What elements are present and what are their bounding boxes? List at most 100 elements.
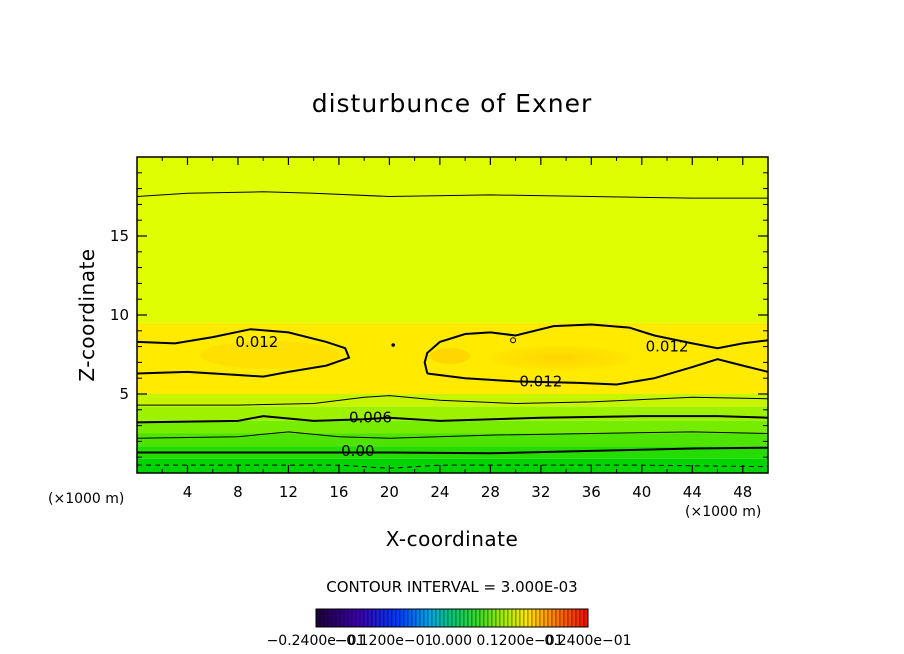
- colorbar-cell: [363, 608, 369, 628]
- contour-label: 0.00: [341, 442, 374, 460]
- x-tick-label: 36: [582, 483, 601, 501]
- colorbar-cell: [331, 608, 337, 628]
- colorbar-cell: [411, 608, 417, 628]
- contour-interval-text: CONTOUR INTERVAL = 3.000E-03: [326, 578, 577, 596]
- colorbar-cell: [431, 608, 437, 628]
- colorbar-cell: [455, 608, 461, 628]
- colorbar-cell: [403, 608, 409, 628]
- colorbar-cell: [419, 608, 425, 628]
- contour-label: 0.012: [235, 333, 278, 351]
- colorbar-cell: [571, 608, 577, 628]
- colorbar-cell: [315, 608, 321, 628]
- contour-line: [137, 191, 768, 199]
- colorbar-cell: [447, 608, 453, 628]
- x-tick-label: 8: [233, 483, 243, 501]
- colorbar: [315, 608, 589, 628]
- colorbar-cell: [339, 608, 345, 628]
- contour-label: 0.012: [519, 372, 562, 390]
- colorbar-cell: [423, 608, 429, 628]
- colorbar-cell: [579, 608, 585, 628]
- chart-title: disturbunce of Exner: [312, 89, 593, 118]
- colorbar-cell: [391, 608, 397, 628]
- x-axis-label: X-coordinate: [386, 527, 519, 551]
- colorbar-label: −0.2400e−01: [267, 633, 366, 649]
- colorbar-cell: [507, 608, 513, 628]
- colorbar-cell: [319, 608, 325, 628]
- x-tick-label: 48: [733, 483, 752, 501]
- fill-band: [137, 458, 768, 473]
- colorbar-cell: [519, 608, 525, 628]
- fill-bands: [137, 157, 768, 473]
- colorbar-label: 0.2400e−01: [544, 633, 631, 649]
- colorbar-cell: [523, 608, 529, 628]
- colorbar-cell: [323, 608, 329, 628]
- y-axis-ticks: 5 10 15: [110, 172, 768, 458]
- colorbar-cell: [515, 608, 521, 628]
- colorbar-cell: [567, 608, 573, 628]
- colorbar-cell: [351, 608, 357, 628]
- colorbar-cell: [359, 608, 365, 628]
- colorbar-cell: [451, 608, 457, 628]
- colorbar-cell: [467, 608, 473, 628]
- colorbar-cell: [343, 608, 349, 628]
- x-axis-ticks: 4 8 12 16 20 24 28 32 36 40 44 48: [161, 157, 752, 501]
- colorbar-cell: [347, 608, 353, 628]
- x-tick-label: 24: [430, 483, 449, 501]
- colorbar-cell: [479, 608, 485, 628]
- contour-line: [137, 415, 768, 424]
- colorbar-cell: [335, 608, 341, 628]
- contour-dot: [510, 337, 517, 344]
- colorbar-cell: [555, 608, 561, 628]
- contour-line: [427, 358, 768, 386]
- colorbar-cell: [395, 608, 401, 628]
- colorbar-label: 0.000: [432, 633, 472, 649]
- maximum-cores: [200, 341, 630, 370]
- colorbar-cell: [427, 608, 433, 628]
- contour-line: [137, 328, 351, 378]
- colorbar-cell: [539, 608, 545, 628]
- colorbar-cell: [475, 608, 481, 628]
- contour-dot: [391, 343, 395, 347]
- x-unit-label: (×1000 m): [685, 504, 761, 520]
- contour-line: [137, 464, 768, 469]
- colorbar-cell: [575, 608, 581, 628]
- core-right-small: [430, 348, 470, 364]
- y-unit-label: (×1000 m): [48, 491, 124, 507]
- colorbar-label: 0.1200e−01: [476, 633, 563, 649]
- colorbar-frame: [315, 608, 589, 628]
- colorbar-cell: [535, 608, 541, 628]
- colorbar-cell: [483, 608, 489, 628]
- colorbar-cell: [399, 608, 405, 628]
- colorbar-cell: [527, 608, 533, 628]
- colorbar-cell: [327, 608, 333, 628]
- colorbar-cell: [415, 608, 421, 628]
- contour-label: 0.012: [646, 338, 689, 356]
- contour-line: [137, 446, 768, 455]
- colorbar-cell: [371, 608, 377, 628]
- y-tick-label: 10: [110, 306, 129, 324]
- colorbar-cell: [531, 608, 537, 628]
- colorbar-labels: −0.2400e−01−0.1200e−010.000 0.1200e−010.2…: [267, 633, 632, 649]
- x-tick-label: 44: [683, 483, 702, 501]
- core-right: [490, 346, 630, 370]
- x-tick-label: 40: [632, 483, 651, 501]
- fill-band: [137, 157, 768, 323]
- x-tick-label: 16: [329, 483, 348, 501]
- colorbar-label: −0.1200e−01: [335, 633, 434, 649]
- colorbar-cell: [407, 608, 413, 628]
- x-tick-label: 4: [183, 483, 193, 501]
- colorbar-cell: [439, 608, 445, 628]
- colorbar-cell: [459, 608, 465, 628]
- core-left: [200, 341, 340, 369]
- x-tick-label: 32: [531, 483, 550, 501]
- x-tick-label: 12: [279, 483, 298, 501]
- y-axis-label: Z-coordinate: [75, 248, 99, 381]
- colorbar-cell: [379, 608, 385, 628]
- contour-line: [137, 431, 768, 439]
- colorbar-cell: [547, 608, 553, 628]
- colorbar-cell: [367, 608, 373, 628]
- fill-band: [137, 406, 768, 421]
- colorbar-cell: [543, 608, 549, 628]
- contour-lines: [137, 191, 768, 469]
